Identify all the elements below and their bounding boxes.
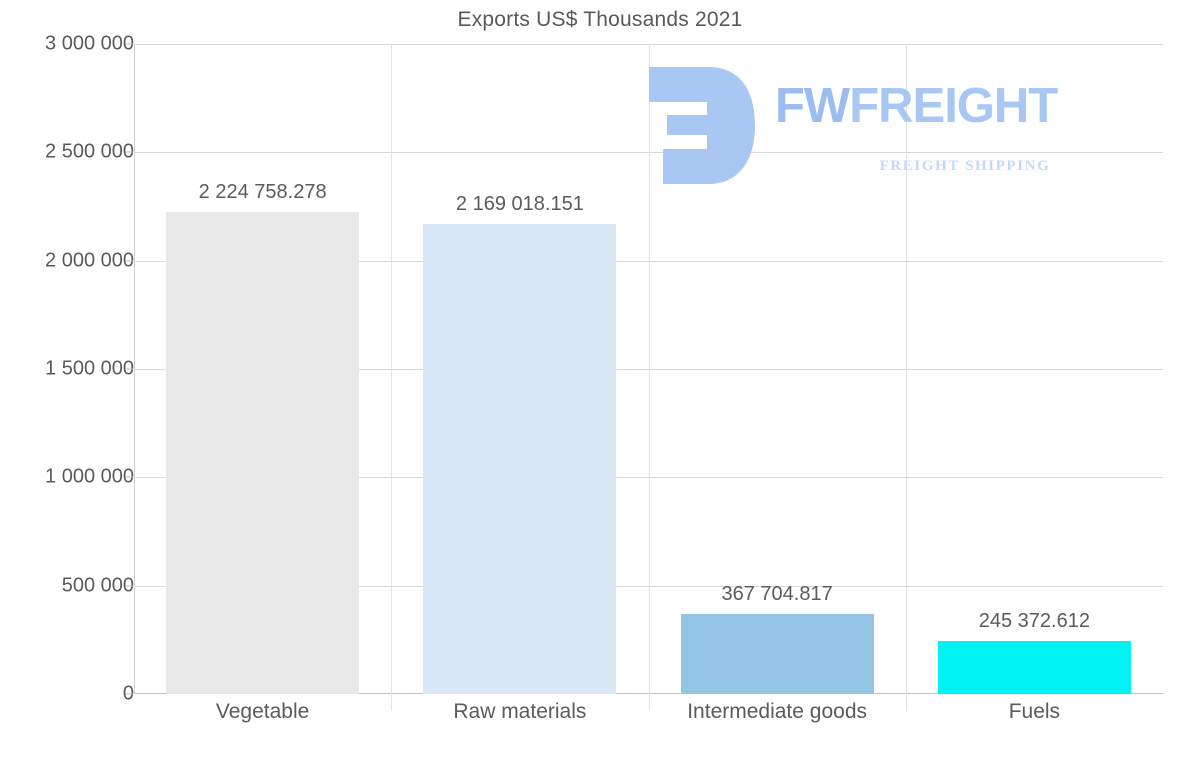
bar-value-label: 367 704.817: [721, 583, 833, 606]
bar-value-label: 2 224 758.278: [198, 180, 327, 203]
chart-title: Exports US$ Thousands 2021: [457, 8, 743, 31]
y-axis-tick-mark: [126, 151, 133, 153]
bar[interactable]: [680, 614, 874, 694]
bar-value-label: 2 169 018.151: [455, 193, 584, 216]
category-separator: [391, 44, 393, 711]
plot-area: 2 224 758.278 2 169 018.151 367 704.817 245…: [134, 44, 1163, 711]
bar[interactable]: [937, 640, 1131, 694]
y-axis-tick-label: 1 500 000: [45, 357, 134, 380]
y-axis-tick-label: 1 000 000: [45, 465, 134, 488]
category-separator: [905, 44, 907, 711]
y-axis: 0 500 000 1 000 000 1 500 000 2 000 000 2 500…: [0, 33, 134, 705]
y-axis-tick-mark: [126, 368, 133, 370]
bar-value-label: 245 372.612: [978, 609, 1090, 632]
y-axis-tick-label: 500 000: [61, 574, 134, 597]
y-axis-tick-mark: [126, 43, 133, 45]
x-axis-category-label: Vegetable: [215, 700, 310, 723]
bar[interactable]: [423, 224, 617, 694]
y-axis-tick-label: 2 500 000: [45, 140, 134, 163]
x-axis: Vegetable Raw materials Intermediate goods…: [134, 700, 1163, 750]
y-axis-tick-label: 2 000 000: [45, 249, 134, 272]
x-axis-category-label: Intermediate goods: [687, 700, 868, 723]
y-axis-tick-mark: [126, 693, 133, 695]
x-axis-category-label: Raw materials: [453, 700, 587, 723]
y-axis-tick-mark: [126, 585, 133, 587]
x-axis-category-label: Fuels: [1008, 700, 1061, 723]
y-axis-tick-mark: [126, 476, 133, 478]
y-axis-tick-label: 0: [122, 682, 134, 705]
category-separator: [648, 44, 650, 711]
y-axis-tick-label: 3 000 000: [45, 32, 134, 55]
y-axis-tick-mark: [126, 260, 133, 262]
bar[interactable]: [166, 211, 360, 694]
